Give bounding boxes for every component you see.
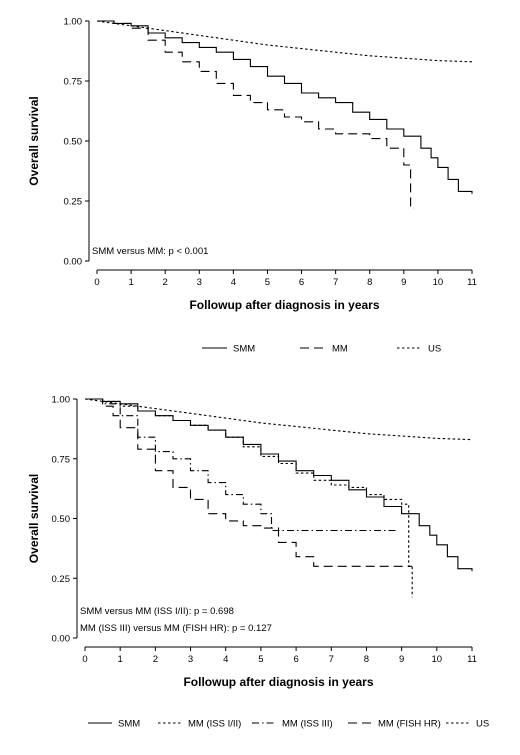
legend-label: MM (ISS I/II) — [188, 719, 241, 730]
x-tick-label: 4 — [223, 654, 228, 665]
legend: SMM MM US — [202, 344, 441, 355]
y-tick-label: 0.75 — [64, 77, 83, 88]
x-tick-label: 1 — [128, 277, 133, 288]
x-tick-label: 10 — [433, 277, 444, 288]
x-tick-label: 8 — [364, 654, 369, 665]
x-tick-label: 6 — [293, 654, 298, 665]
x-tick-label: 3 — [188, 654, 193, 665]
series-line-us — [96, 20, 473, 63]
x-tick-label: 11 — [467, 277, 477, 288]
y-tick-label: 0.25 — [64, 197, 83, 208]
x-tick-label: 5 — [258, 654, 263, 665]
x-tick-label: 2 — [153, 654, 158, 665]
x-tick-label: 11 — [467, 654, 477, 665]
y-tick-label: 1.00 — [64, 17, 83, 28]
y-tick-label: 0.25 — [52, 574, 71, 585]
legend: SMM MM (ISS I/II) MM (ISS III) MM (FISH HR)… — [88, 719, 489, 730]
chart-panel-2: 0 1 2 3 4 5 6 7 8 9 10 11 0.00 0.25 0.50 0.75 1.00 Follow… — [27, 395, 489, 730]
legend-label: MM — [332, 344, 348, 355]
y-tick-label: 0.00 — [52, 634, 71, 645]
y-tick-label: 1.00 — [52, 395, 71, 406]
x-tick-label: 4 — [231, 277, 236, 288]
legend-label: MM (ISS III) — [282, 719, 333, 730]
series-line-mm-iss-i-ii — [85, 398, 413, 598]
series-line-us — [84, 398, 473, 441]
series-line-mm-fish-hr — [85, 398, 413, 567]
x-tick-label: 9 — [399, 654, 404, 665]
y-tick-label: 0.50 — [64, 137, 83, 148]
x-tick-label: 7 — [333, 277, 338, 288]
x-tick-label: 6 — [299, 277, 304, 288]
p-value-annotation: SMM versus MM: p < 0.001 — [92, 246, 208, 257]
x-tick-label: 9 — [401, 277, 406, 288]
x-tick-label: 3 — [197, 277, 202, 288]
x-tick-label: 5 — [265, 277, 270, 288]
series-line-mm — [97, 20, 414, 209]
x-tick-label: 0 — [94, 277, 99, 288]
legend-label: US — [476, 719, 489, 730]
x-tick-label: 2 — [163, 277, 168, 288]
legend-label: MM (FISH HR) — [378, 719, 441, 730]
legend-label: SMM — [118, 719, 140, 730]
y-tick-label: 0.50 — [52, 514, 71, 525]
p-value-annotation: MM (ISS III) versus MM (FISH HR): p = 0.… — [80, 623, 272, 634]
series-line-smm — [97, 20, 473, 194]
legend-label: SMM — [233, 344, 255, 355]
x-tick-label: 10 — [432, 654, 443, 665]
x-axis-title: Followup after diagnosis in years — [189, 298, 379, 312]
y-axis-title: Overall survival — [27, 96, 41, 185]
y-tick-label: 0.00 — [64, 257, 83, 268]
chart-panel-1: 0 1 2 3 4 5 6 7 8 9 10 11 0.00 0.25 0.50 0.75 1.00 Follow… — [27, 17, 477, 355]
x-axis-title: Followup after diagnosis in years — [183, 675, 373, 689]
p-value-annotation: SMM versus MM (ISS I/II): p = 0.698 — [80, 606, 234, 617]
series-line-mm-iss-iii — [85, 398, 399, 532]
legend-label: US — [428, 344, 441, 355]
y-tick-label: 0.75 — [52, 454, 71, 465]
y-axis-title: Overall survival — [27, 474, 41, 563]
x-tick-label: 7 — [329, 654, 334, 665]
x-tick-label: 0 — [82, 654, 87, 665]
x-tick-label: 8 — [367, 277, 372, 288]
x-tick-label: 1 — [118, 654, 123, 665]
